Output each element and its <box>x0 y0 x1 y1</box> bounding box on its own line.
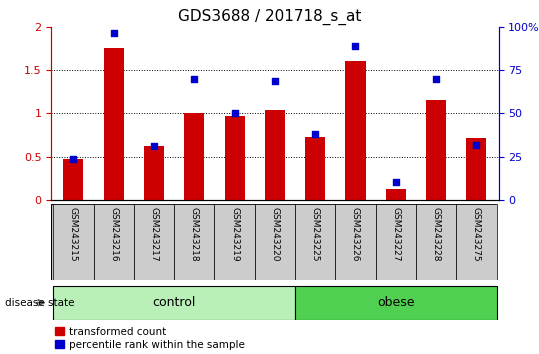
Bar <box>305 137 325 200</box>
Text: GSM243218: GSM243218 <box>190 207 199 262</box>
Point <box>150 143 158 149</box>
Point <box>109 31 118 36</box>
Point <box>351 43 360 48</box>
Bar <box>103 48 124 200</box>
Point <box>69 156 78 162</box>
Text: GSM243215: GSM243215 <box>69 207 78 262</box>
Text: GSM243225: GSM243225 <box>310 207 320 262</box>
Legend: transformed count, percentile rank within the sample: transformed count, percentile rank withi… <box>51 322 249 354</box>
Bar <box>144 146 164 200</box>
Bar <box>295 204 335 280</box>
Bar <box>265 110 285 200</box>
Point <box>432 76 440 81</box>
Point <box>391 179 400 185</box>
Text: obese: obese <box>377 296 414 309</box>
Bar <box>426 100 446 200</box>
Bar <box>335 204 376 280</box>
Bar <box>255 204 295 280</box>
Text: GSM243220: GSM243220 <box>271 207 279 262</box>
Text: GSM243228: GSM243228 <box>432 207 440 262</box>
Bar <box>456 204 496 280</box>
Bar <box>225 116 245 200</box>
Text: GSM243275: GSM243275 <box>472 207 481 262</box>
Text: GSM243227: GSM243227 <box>391 207 400 262</box>
Bar <box>466 138 487 200</box>
Bar <box>134 204 174 280</box>
Text: GDS3688 / 201718_s_at: GDS3688 / 201718_s_at <box>178 9 361 25</box>
Bar <box>376 204 416 280</box>
Text: GSM243219: GSM243219 <box>230 207 239 262</box>
Bar <box>345 61 365 200</box>
Point <box>472 143 481 148</box>
Text: disease state: disease state <box>5 298 75 308</box>
Bar <box>53 204 94 280</box>
Text: GSM243217: GSM243217 <box>149 207 158 262</box>
Bar <box>215 204 255 280</box>
Bar <box>416 204 456 280</box>
Bar <box>53 286 295 320</box>
Text: control: control <box>153 296 196 309</box>
Bar <box>174 204 215 280</box>
Text: GSM243216: GSM243216 <box>109 207 118 262</box>
Text: GSM243226: GSM243226 <box>351 207 360 262</box>
Bar <box>94 204 134 280</box>
Bar <box>63 159 84 200</box>
Point <box>190 76 198 81</box>
Point <box>230 110 239 116</box>
Bar <box>386 189 406 200</box>
Bar <box>295 286 496 320</box>
Point <box>311 131 320 137</box>
Point <box>271 78 279 84</box>
Bar <box>184 113 204 200</box>
